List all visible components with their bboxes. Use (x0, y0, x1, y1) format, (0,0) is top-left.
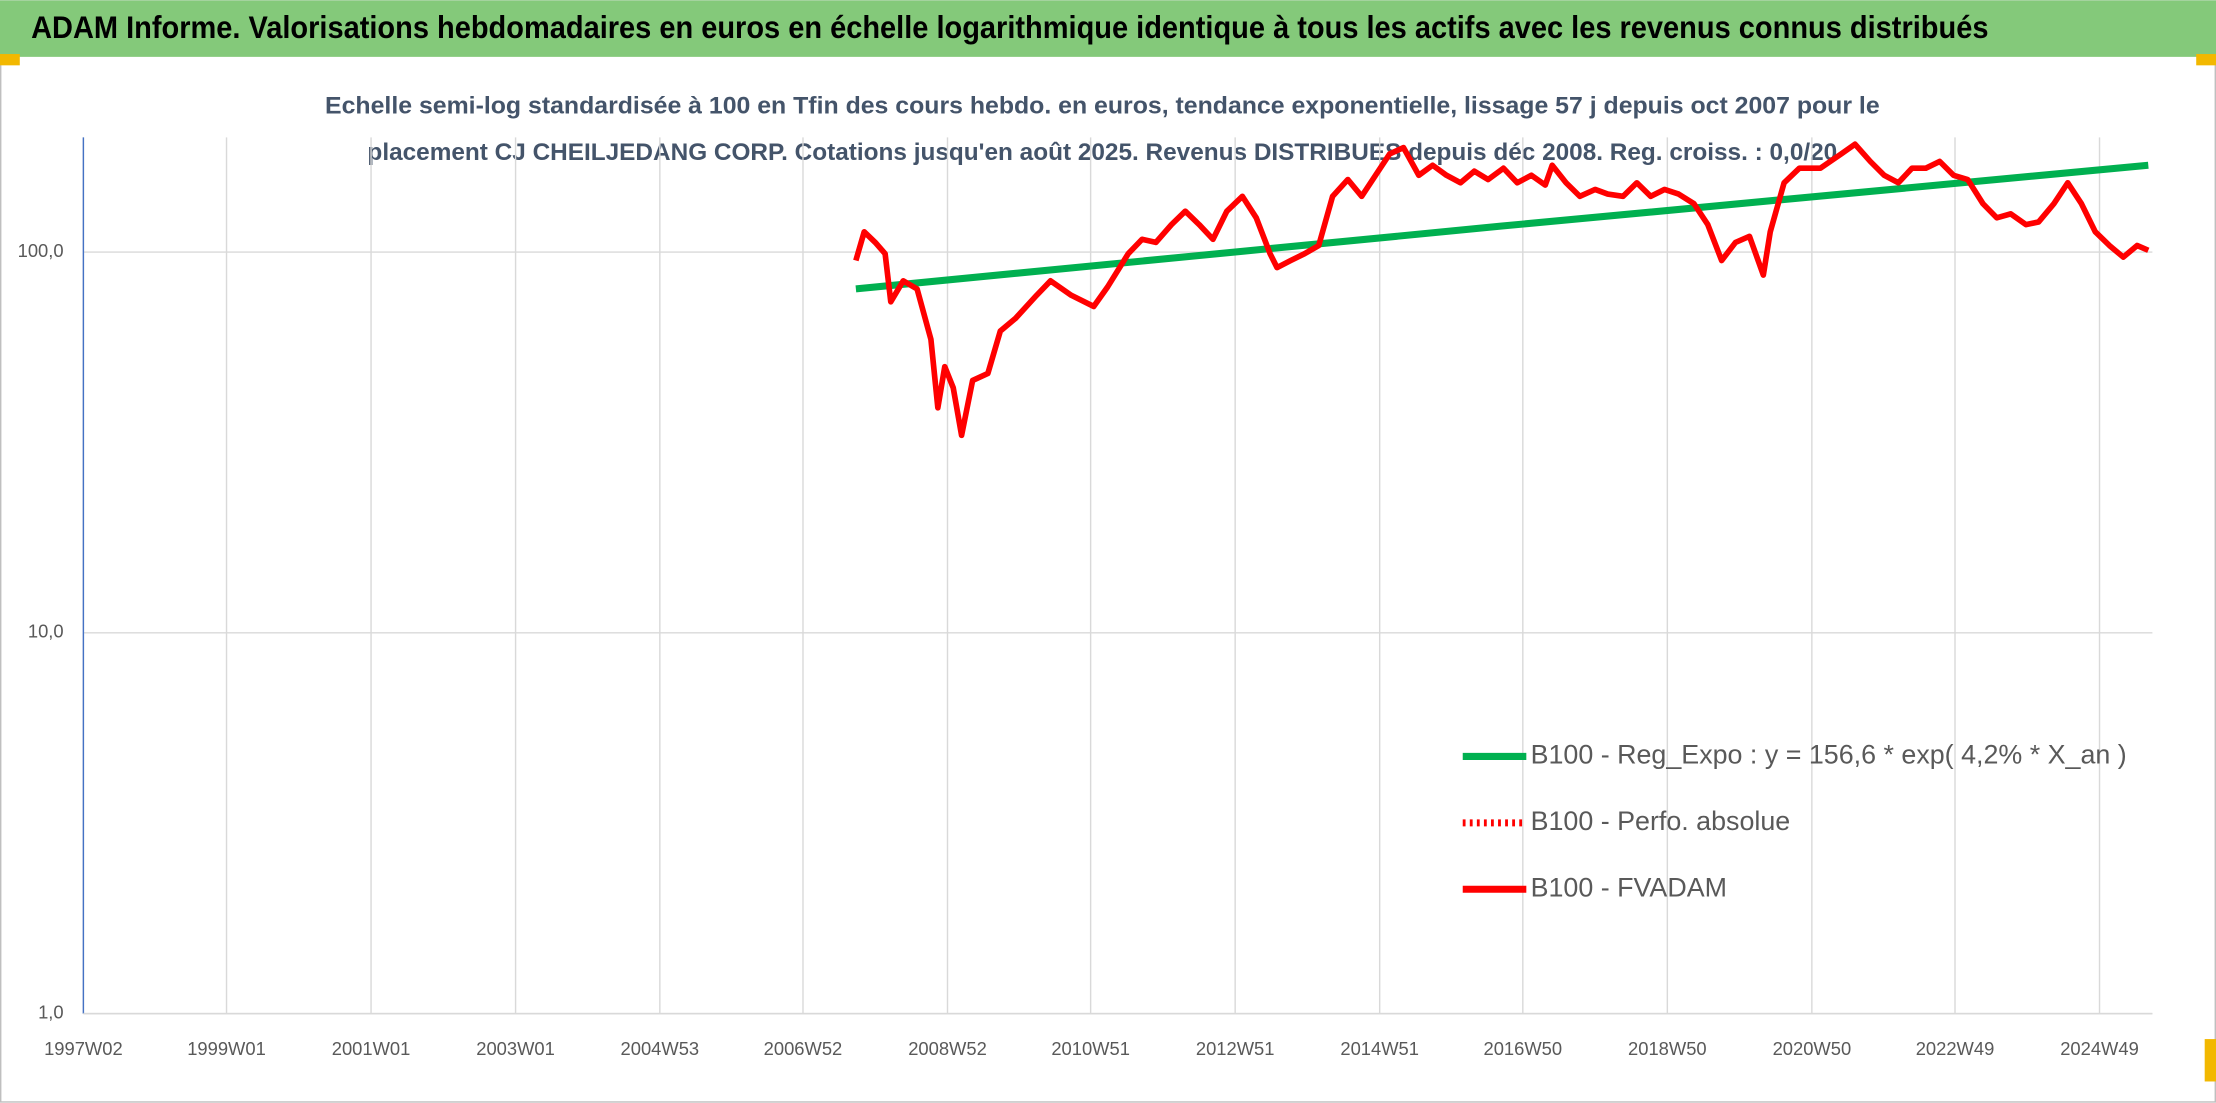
x-tick-label: 1999W01 (187, 1038, 266, 1059)
y-tick-label: 100,0 (18, 240, 64, 261)
x-tick-label: 2014W51 (1340, 1038, 1419, 1059)
page-title: ADAM Informe. Valorisations hebdomadaire… (31, 10, 1988, 45)
x-tick-label: 2004W53 (621, 1038, 700, 1059)
corner (0, 54, 20, 66)
x-tick-label: 2016W50 (1484, 1038, 1563, 1059)
legend-label: B100 - FVADAM (1531, 872, 1727, 902)
y-tick-label: 1,0 (38, 1001, 64, 1022)
x-tick-label: 1997W02 (44, 1038, 123, 1059)
x-tick-label: 2024W49 (2060, 1038, 2139, 1059)
legend-label: B100 - Perfo. absolue (1531, 806, 1791, 836)
x-tick-label: 2001W01 (332, 1038, 411, 1059)
series-line (853, 141, 2150, 439)
x-tick-label: 2018W50 (1628, 1038, 1707, 1059)
corner (2196, 54, 2216, 66)
x-tick-label: 2006W52 (764, 1038, 843, 1059)
header-bar (0, 0, 2216, 57)
legend-label: B100 - Reg_Expo : y = 156,6 * exp( 4,2% … (1531, 740, 2127, 770)
chart-subtitle: placement CJ CHEILJEDANG CORP. Cotations… (367, 139, 1837, 166)
x-tick-label: 2012W51 (1196, 1038, 1275, 1059)
x-tick-label: 2020W50 (1773, 1038, 1852, 1059)
series-line (855, 161, 2149, 293)
x-tick-label: 2022W49 (1916, 1038, 1995, 1059)
chart-subtitle: Echelle semi-log standardisée à 100 en T… (325, 92, 1880, 119)
y-tick-label: 10,0 (28, 621, 64, 642)
x-tick-label: 2010W51 (1051, 1038, 1130, 1059)
x-tick-label: 2003W01 (476, 1038, 555, 1059)
x-tick-label: 2008W52 (908, 1038, 987, 1059)
corner (2204, 1039, 2216, 1082)
